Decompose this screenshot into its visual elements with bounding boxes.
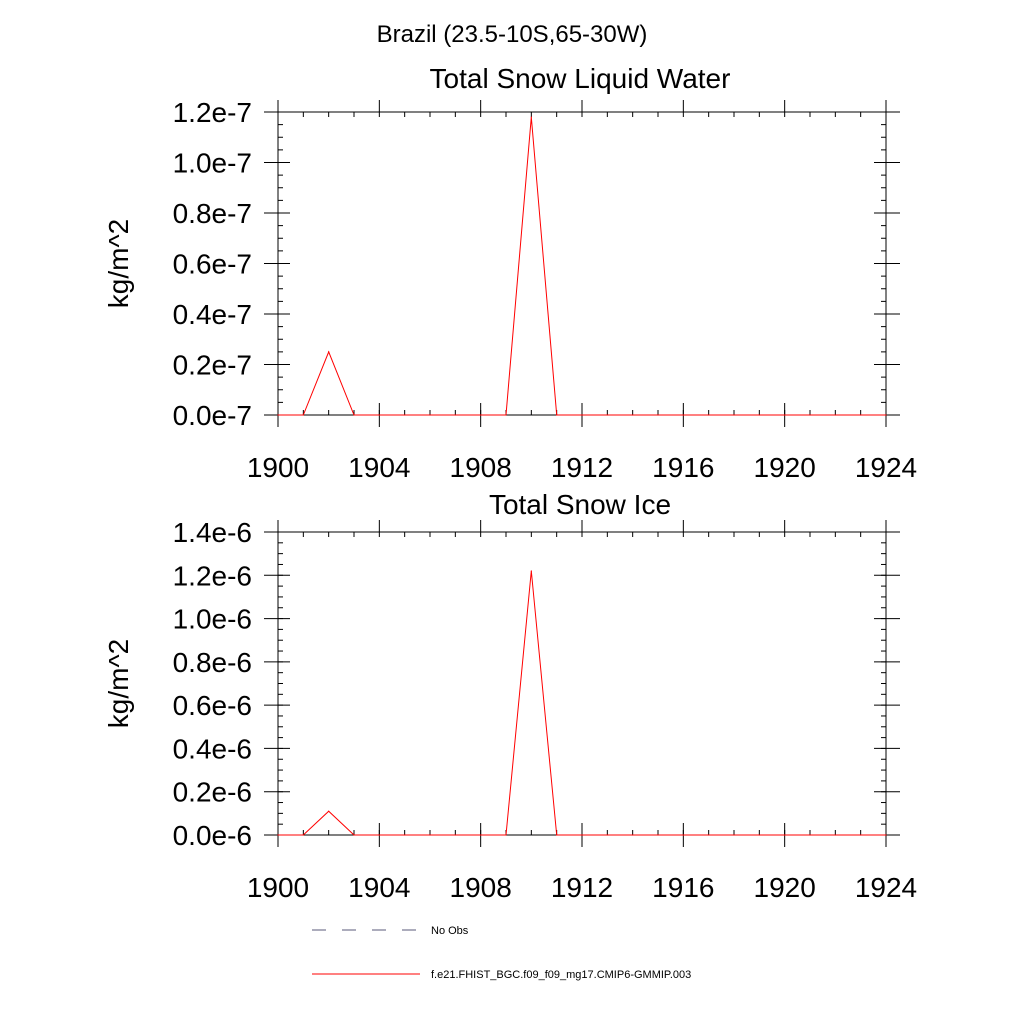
data-point: [606, 414, 608, 416]
y-tick-label: 0.6e-6: [173, 690, 252, 721]
legend-label-model: f.e21.FHIST_BGC.f09_f09_mg17.CMIP6-GMMIP…: [431, 969, 691, 981]
x-tick-label: 1900: [247, 452, 309, 483]
y-axis-label: kg/m^2: [103, 219, 134, 308]
data-point: [733, 834, 735, 836]
data-point: [733, 414, 735, 416]
chart-panel-snow-ice: Total Snow Ice 1900 1904 1908 1912 1916 1920 19…: [103, 489, 917, 903]
data-point: [505, 414, 507, 416]
x-tick-label: 1920: [754, 872, 816, 903]
y-tick-label: 1.0e-6: [173, 604, 252, 635]
y-tick-label: 0.2e-7: [173, 350, 252, 381]
x-tick-label: 1900: [247, 872, 309, 903]
data-point: [809, 834, 811, 836]
data-point: [885, 834, 887, 836]
data-point: [784, 414, 786, 416]
y-tick-label: 0.2e-6: [173, 777, 252, 808]
x-tick-label: 1912: [551, 872, 613, 903]
data-point: [505, 834, 507, 836]
data-point: [353, 834, 355, 836]
data-point: [378, 834, 380, 836]
data-point: [708, 834, 710, 836]
data-point: [378, 414, 380, 416]
data-point: [632, 834, 634, 836]
x-tick-label: 1908: [450, 452, 512, 483]
page-title: Brazil (23.5-10S,65-30W): [377, 21, 648, 48]
data-point: [454, 414, 456, 416]
data-point: [860, 414, 862, 416]
data-point: [784, 834, 786, 836]
data-point: [834, 414, 836, 416]
y-tick-label: 0.0e-6: [173, 820, 252, 851]
data-point: [606, 834, 608, 836]
plot-frame: [277, 531, 887, 836]
y-tick-label: 1.0e-7: [173, 148, 252, 179]
data-point: [581, 834, 583, 836]
chart-panel-snow-liquid-water: Total Snow Liquid Water 1900 1904 1908 1912 1…: [103, 63, 917, 483]
data-point: [682, 834, 684, 836]
data-point: [353, 414, 355, 416]
data-point: [758, 414, 760, 416]
data-point: [556, 414, 558, 416]
x-tick-label: 1912: [551, 452, 613, 483]
y-tick-label: 0.6e-7: [173, 249, 252, 280]
y-tick-label: 0.0e-7: [173, 400, 252, 431]
y-tick-label: 0.4e-6: [173, 733, 252, 764]
y-tick-label: 1.2e-7: [173, 97, 252, 128]
x-tick-label: 1908: [450, 872, 512, 903]
data-point: [632, 414, 634, 416]
data-point: [328, 810, 330, 812]
data-point: [860, 834, 862, 836]
data-point: [277, 834, 279, 836]
data-point: [454, 834, 456, 836]
x-tick-label: 1904: [348, 872, 410, 903]
data-point: [530, 116, 532, 118]
data-point: [328, 351, 330, 353]
data-point: [556, 834, 558, 836]
x-tick-label: 1916: [652, 452, 714, 483]
y-axis-label: kg/m^2: [103, 639, 134, 728]
series-line: [278, 570, 886, 836]
y-tick-label: 0.8e-6: [173, 647, 252, 678]
data-point: [657, 414, 659, 416]
x-tick-label: 1920: [754, 452, 816, 483]
data-point: [758, 834, 760, 836]
data-point: [302, 834, 304, 836]
x-tick-label: 1924: [855, 452, 917, 483]
chart-title: Total Snow Liquid Water: [430, 63, 731, 94]
data-point: [429, 414, 431, 416]
x-tick-label: 1904: [348, 452, 410, 483]
data-point: [682, 414, 684, 416]
series-line: [278, 117, 886, 416]
y-tick-label: 0.8e-7: [173, 198, 252, 229]
data-point: [530, 570, 532, 572]
chart-title: Total Snow Ice: [489, 489, 671, 520]
y-tick-label: 1.4e-6: [173, 517, 252, 548]
x-tick-label: 1916: [652, 872, 714, 903]
data-point: [480, 834, 482, 836]
data-point: [404, 834, 406, 836]
data-point: [834, 834, 836, 836]
data-point: [708, 414, 710, 416]
data-point: [809, 414, 811, 416]
data-point: [302, 414, 304, 416]
data-point: [404, 414, 406, 416]
data-point: [657, 834, 659, 836]
x-tick-label: 1924: [855, 872, 917, 903]
legend: No Obs f.e21.FHIST_BGC.f09_f09_mg17.CMIP…: [312, 925, 691, 981]
data-point: [429, 834, 431, 836]
y-tick-label: 1.2e-6: [173, 560, 252, 591]
plot-frame: [277, 111, 887, 416]
data-point: [885, 414, 887, 416]
data-point: [480, 414, 482, 416]
legend-label-no-obs: No Obs: [431, 925, 469, 937]
y-tick-label: 0.4e-7: [173, 299, 252, 330]
data-point: [277, 414, 279, 416]
data-point: [581, 414, 583, 416]
